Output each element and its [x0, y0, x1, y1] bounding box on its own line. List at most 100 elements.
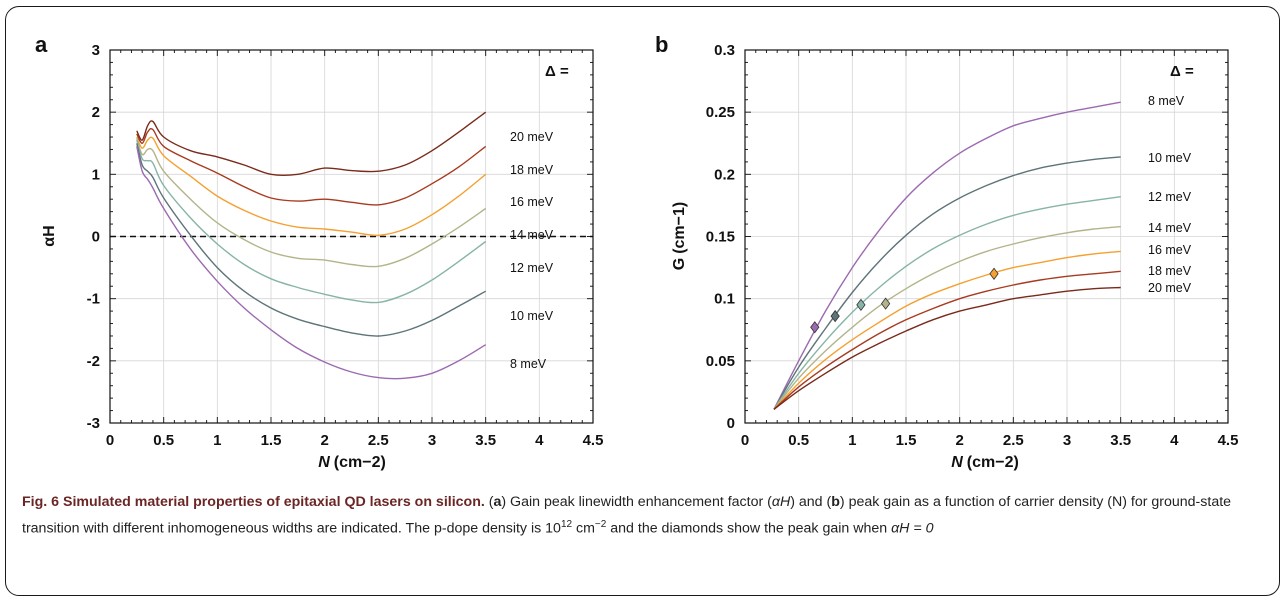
y-tick-label: -3 — [87, 415, 100, 432]
x-tick-label: 0.5 — [788, 432, 809, 449]
caption-text: cm — [572, 520, 595, 537]
peak-gain-markers — [810, 267, 999, 334]
series-label-8-meV: 8 meV — [510, 357, 547, 371]
x-tick-label: 4.5 — [1218, 432, 1239, 449]
x-tick-label: 0 — [741, 432, 749, 449]
x-tick-label: 3 — [428, 432, 436, 449]
x-tick-label: 4 — [1170, 432, 1179, 449]
x-axis-unit: (cm−2) — [967, 454, 1019, 471]
caption-text: ( — [484, 494, 494, 510]
series-label-20-meV: 20 meV — [1148, 281, 1192, 295]
x-tick-label: 1.5 — [896, 432, 917, 449]
figure-caption: Fig. 6 Simulated material properties of … — [22, 492, 1267, 540]
x-tick-label: 1.5 — [261, 432, 282, 449]
series-line-12-meV — [136, 139, 487, 304]
series-label-12-meV: 12 meV — [510, 261, 554, 275]
legend-title: Δ = — [1170, 63, 1194, 80]
plot-frame — [744, 49, 1229, 424]
caption-text: ) peak gain as a function of carrier den… — [22, 494, 1232, 537]
series-line-14-meV — [773, 225, 1121, 410]
x-tick-label: 2.5 — [1003, 432, 1024, 449]
y-tick-label: 2 — [92, 104, 100, 121]
y-tick-label: 0 — [92, 229, 100, 246]
plot-frame — [109, 49, 594, 424]
series-line-10-meV — [773, 156, 1121, 410]
caption-panel-a-ref: a — [493, 494, 502, 510]
x-axis-unit: (cm−2) — [334, 454, 386, 471]
series-line-18-meV — [773, 270, 1121, 410]
caption-text: ) Gain peak linewidth enhancement factor… — [501, 494, 772, 510]
legend-title: Δ = — [545, 63, 569, 80]
caption-text: and the diamonds show the peak gain when — [606, 520, 892, 537]
y-axis-unit: (cm−1) — [671, 202, 688, 254]
caption-alpha-symbol: αH — [771, 494, 791, 510]
x-tick-label: 3.5 — [1110, 432, 1131, 449]
series-label-14-meV: 14 meV — [1148, 221, 1192, 235]
y-axis-symbol: G — [671, 258, 688, 270]
series-label-16-meV: 16 meV — [510, 195, 554, 209]
y-tick-label: 0 — [727, 415, 735, 432]
series-lines — [136, 111, 487, 380]
panel-b: 0 0.5 1 1.5 2 2.5 3 3.5 4 4.5 0 0.05 0.1 0.15 0.2 0.25 0… — [655, 32, 1238, 471]
y-tick-label: 1 — [92, 166, 100, 183]
x-tick-label: 3 — [1063, 432, 1071, 449]
series-label-10-meV: 10 meV — [510, 309, 554, 323]
series-line-8-meV — [136, 146, 487, 380]
series-label-18-meV: 18 meV — [1148, 264, 1192, 278]
series-line-20-meV — [773, 286, 1121, 410]
x-tick-label: 4.5 — [583, 432, 604, 449]
diamond-marker-8-meV — [810, 321, 820, 334]
y-tick-label: 0.1 — [714, 291, 735, 308]
panel-letter: a — [35, 32, 48, 57]
x-axis-symbol: N — [951, 454, 963, 471]
x-tick-label: 1 — [848, 432, 856, 449]
series-line-18-meV — [136, 127, 487, 206]
y-tick-label: 0.3 — [714, 42, 735, 59]
series-line-20-meV — [136, 111, 487, 177]
series-line-16-meV — [136, 136, 487, 237]
series-line-10-meV — [136, 143, 487, 337]
panel-letter: b — [655, 32, 668, 57]
y-axis-label: G (cm−1) — [671, 202, 688, 270]
x-tick-label: 0.5 — [153, 432, 174, 449]
caption-text: ) and ( — [790, 494, 832, 510]
x-axis-label: N (cm−2) — [318, 454, 386, 471]
caption-alpha-condition: αH = 0 — [891, 520, 934, 537]
x-tick-label: 4 — [535, 432, 544, 449]
x-tick-label: 1 — [213, 432, 221, 449]
panel-a: 0 0.5 1 1.5 2 2.5 3 3.5 4 4.5 -3 -2 -1 0 1 2 3 a N (cm−2) αH… — [35, 32, 603, 471]
y-tick-label: 0.25 — [706, 104, 735, 121]
x-tick-label: 3.5 — [475, 432, 496, 449]
series-line-16-meV — [773, 250, 1121, 410]
series-line-14-meV — [136, 138, 487, 268]
y-tick-label: 0.2 — [714, 166, 735, 183]
caption-panel-b-ref: b — [831, 494, 840, 510]
x-axis-symbol: N — [318, 454, 330, 471]
caption-title: Fig. 6 Simulated material properties of … — [22, 494, 485, 510]
x-axis-label: N (cm−2) — [951, 454, 1019, 471]
y-tick-label: -2 — [87, 353, 100, 370]
series-line-12-meV — [773, 196, 1121, 410]
series-label-16-meV: 16 meV — [1148, 243, 1192, 257]
diamond-marker-10-meV — [830, 309, 840, 323]
series-label-20-meV: 20 meV — [510, 130, 554, 144]
y-axis-label: αH — [41, 225, 58, 246]
y-tick-label: 0.15 — [706, 229, 735, 246]
diamond-marker-16-meV — [989, 267, 999, 280]
x-tick-label: 0 — [106, 432, 114, 449]
y-tick-label: 3 — [92, 42, 100, 59]
series-label-8-meV: 8 meV — [1148, 94, 1185, 108]
y-tick-label: 0.05 — [706, 353, 735, 370]
x-tick-label: 2.5 — [368, 432, 389, 449]
series-label-18-meV: 18 meV — [510, 163, 554, 177]
y-tick-label: -1 — [87, 291, 100, 308]
figure-frame — [5, 6, 1280, 596]
y-axis-symbol: αH — [41, 225, 58, 246]
x-tick-label: 2 — [955, 432, 963, 449]
series-line-8-meV — [773, 101, 1121, 410]
series-lines — [773, 101, 1121, 410]
caption-exponent: −2 — [594, 518, 607, 530]
x-tick-label: 2 — [320, 432, 328, 449]
diamond-marker-14-meV — [880, 297, 891, 310]
